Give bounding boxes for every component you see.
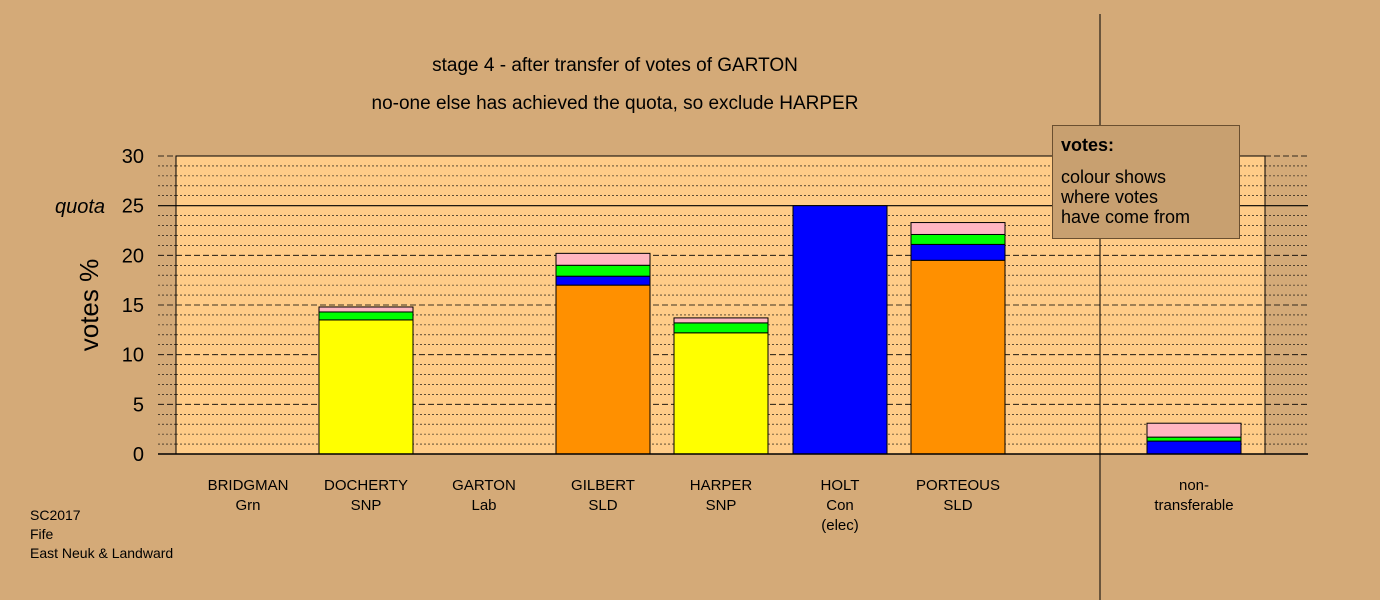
y-tick-label: 15	[122, 295, 144, 317]
x-category-label: SNP	[351, 497, 382, 514]
y-tick-label: 0	[133, 444, 144, 466]
x-category-label: Lab	[471, 497, 496, 514]
x-category-label: (elec)	[821, 517, 859, 534]
y-tick-label: 5	[133, 394, 144, 416]
x-category-label: non-	[1179, 477, 1209, 494]
x-category-label: HARPER	[690, 477, 753, 494]
x-category-label: SLD	[588, 497, 617, 514]
legend-line-2: where votes	[1061, 187, 1159, 207]
x-category-label: Grn	[235, 497, 260, 514]
bar-segment	[1146, 436, 1242, 442]
bar-segment	[555, 264, 651, 277]
footer-line-3: East Neuk & Landward	[30, 545, 174, 561]
bar-segment	[673, 332, 769, 455]
x-category-label: Con	[826, 497, 854, 514]
bar-segment	[910, 222, 1006, 235]
x-category-label: SNP	[706, 497, 737, 514]
y-axis-label: votes %	[74, 259, 104, 352]
bar-segment	[555, 284, 651, 455]
quota-label: quota	[55, 196, 105, 218]
x-category-label: DOCHERTY	[324, 477, 408, 494]
axes-group	[158, 14, 1308, 600]
y-tick-label: 25	[122, 196, 144, 218]
bar-segment	[1146, 422, 1242, 438]
x-category-label: GILBERT	[571, 477, 635, 494]
y-tick-label: 10	[122, 345, 144, 367]
legend-box: votes: colour shows where votes have com…	[1052, 125, 1240, 239]
y-tick-label: 30	[122, 146, 144, 168]
y-tick-labels: 0 5 10 15 20 25 30	[122, 146, 144, 466]
y-tick-label: 20	[122, 245, 144, 267]
x-category-label: transferable	[1154, 497, 1233, 514]
bar-segment	[1146, 440, 1242, 455]
chart-title-line1: stage 4 - after transfer of votes of GAR…	[432, 55, 798, 76]
bar-segment	[555, 252, 651, 266]
x-category-label: HOLT	[821, 477, 860, 494]
bar-segment	[910, 243, 1006, 261]
x-category-label: BRIDGMAN	[208, 477, 289, 494]
footer-line-2: Fife	[30, 526, 54, 542]
footer-line-1: SC2017	[30, 507, 81, 523]
bar-segment	[673, 322, 769, 334]
chart-title-line2: no-one else has achieved the quota, so e…	[371, 93, 859, 114]
bar-segment	[318, 319, 414, 455]
bar-segment	[318, 311, 414, 321]
legend-line-1: colour shows	[1061, 167, 1167, 187]
bar-segment	[910, 233, 1006, 245]
bar-segment	[673, 317, 769, 324]
bars-group	[318, 205, 1242, 455]
bar-segment	[555, 275, 651, 286]
x-category-labels: BRIDGMAN Grn DOCHERTY SNP GARTON Lab GILBERT SL…	[208, 477, 1234, 534]
bar-segment	[910, 259, 1006, 455]
bar-segment	[792, 205, 888, 455]
x-category-label: SLD	[943, 497, 972, 514]
legend-line-3: have come from	[1061, 207, 1191, 227]
legend-title: votes:	[1061, 135, 1115, 155]
x-category-label: PORTEOUS	[916, 477, 1000, 494]
x-category-label: GARTON	[452, 477, 516, 494]
bar-segment	[318, 306, 414, 313]
